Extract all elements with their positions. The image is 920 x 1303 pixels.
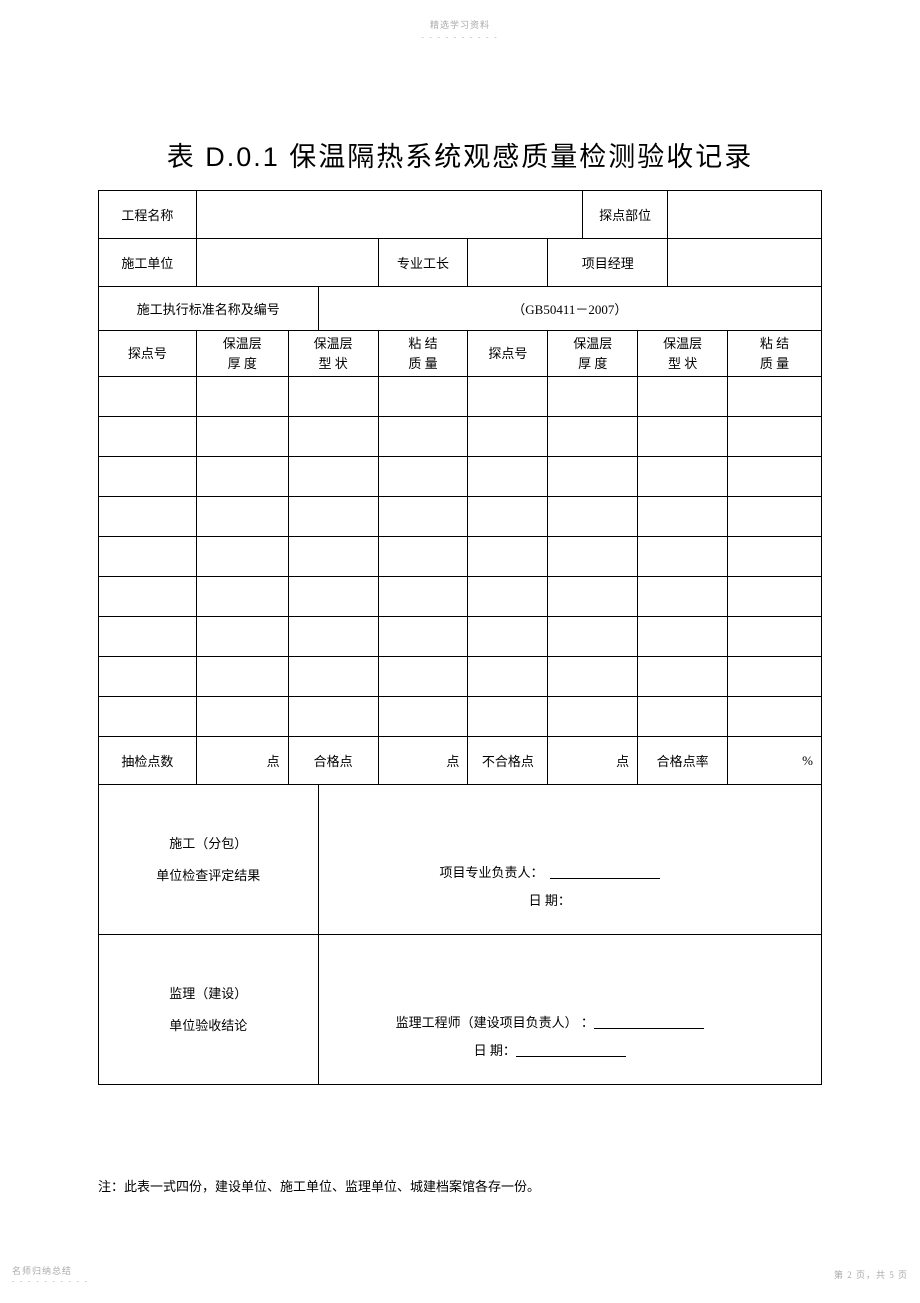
cell-standard-value: （GB50411－2007） bbox=[318, 287, 821, 331]
hdr-bond-1: 粘 结质 量 bbox=[378, 331, 468, 377]
sig-supervision-right: 监理工程师（建设项目负责人） ： 日 期： bbox=[318, 935, 821, 1085]
hdr-probe-no-1: 探点号 bbox=[99, 331, 197, 377]
watermark-text: 精选学习资料 bbox=[421, 18, 498, 31]
page-title: 表 D.0.1 保温隔热系统观感质量检测验收记录 bbox=[167, 135, 754, 174]
footer-left: 名师归纳总结 - - - - - - - - - - bbox=[12, 1264, 89, 1285]
cell-construction-unit-value bbox=[196, 239, 378, 287]
label-probe-location: 探点部位 bbox=[583, 191, 668, 239]
watermark-dashes: - - - - - - - - - - bbox=[421, 33, 498, 41]
form-note: 注：此表一式四份，建设单位、施工单位、监理单位、城建档案馆各存一份。 bbox=[98, 1176, 540, 1195]
footer-left-dashes: - - - - - - - - - - bbox=[12, 1277, 89, 1285]
row-signature-construction: 施工（分包） 单位检查评定结果 项目专业负责人： 日 期： bbox=[99, 785, 822, 935]
hdr-probe-no-2: 探点号 bbox=[468, 331, 548, 377]
row-column-headers: 探点号 保温层厚 度 保温层型 状 粘 结质 量 探点号 保温层厚 度 保温层型… bbox=[99, 331, 822, 377]
cell-pm-value bbox=[668, 239, 822, 287]
label-foreman: 专业工长 bbox=[378, 239, 468, 287]
cell-fail-count: 点 bbox=[548, 737, 638, 785]
data-row-5 bbox=[99, 537, 822, 577]
row-standard: 施工执行标准名称及编号 （GB50411－2007） bbox=[99, 287, 822, 331]
label-standard: 施工执行标准名称及编号 bbox=[99, 287, 319, 331]
label-sample-count: 抽检点数 bbox=[99, 737, 197, 785]
form-table: 工程名称 探点部位 施工单位 专业工长 项目经理 施工执行标准名称及编号 （GB… bbox=[98, 190, 822, 1085]
label-fail-count: 不合格点 bbox=[468, 737, 548, 785]
data-row-7 bbox=[99, 617, 822, 657]
data-row-6 bbox=[99, 577, 822, 617]
sig-supervision-left: 监理（建设） 单位验收结论 bbox=[99, 935, 319, 1085]
label-construction-unit: 施工单位 bbox=[99, 239, 197, 287]
cell-probe-location-value bbox=[668, 191, 822, 239]
hdr-thickness-1: 保温层厚 度 bbox=[196, 331, 288, 377]
sig-construction-right: 项目专业负责人： 日 期： bbox=[318, 785, 821, 935]
cell-pass-rate: % bbox=[728, 737, 822, 785]
cell-sample-count: 点 bbox=[196, 737, 288, 785]
hdr-shape-2: 保温层型 状 bbox=[638, 331, 728, 377]
row-construction-unit: 施工单位 专业工长 项目经理 bbox=[99, 239, 822, 287]
data-row-1 bbox=[99, 377, 822, 417]
footer-left-text: 名师归纳总结 bbox=[12, 1264, 89, 1277]
label-pass-rate: 合格点率 bbox=[638, 737, 728, 785]
hdr-thickness-2: 保温层厚 度 bbox=[548, 331, 638, 377]
footer-right: 第 2 页，共 5 页 bbox=[834, 1268, 908, 1281]
label-pass-count: 合格点 bbox=[288, 737, 378, 785]
watermark-top: 精选学习资料 - - - - - - - - - - bbox=[421, 18, 498, 41]
cell-foreman-value bbox=[468, 239, 548, 287]
sig-construction-left: 施工（分包） 单位检查评定结果 bbox=[99, 785, 319, 935]
data-row-2 bbox=[99, 417, 822, 457]
data-row-9 bbox=[99, 697, 822, 737]
hdr-shape-1: 保温层型 状 bbox=[288, 331, 378, 377]
cell-pass-count: 点 bbox=[378, 737, 468, 785]
data-row-3 bbox=[99, 457, 822, 497]
hdr-bond-2: 粘 结质 量 bbox=[728, 331, 822, 377]
cell-project-name-value bbox=[196, 191, 582, 239]
row-summary: 抽检点数 点 合格点 点 不合格点 点 合格点率 % bbox=[99, 737, 822, 785]
data-row-8 bbox=[99, 657, 822, 697]
data-row-4 bbox=[99, 497, 822, 537]
row-signature-supervision: 监理（建设） 单位验收结论 监理工程师（建设项目负责人） ： 日 期： bbox=[99, 935, 822, 1085]
label-pm: 项目经理 bbox=[548, 239, 668, 287]
row-project-name: 工程名称 探点部位 bbox=[99, 191, 822, 239]
label-project-name: 工程名称 bbox=[99, 191, 197, 239]
